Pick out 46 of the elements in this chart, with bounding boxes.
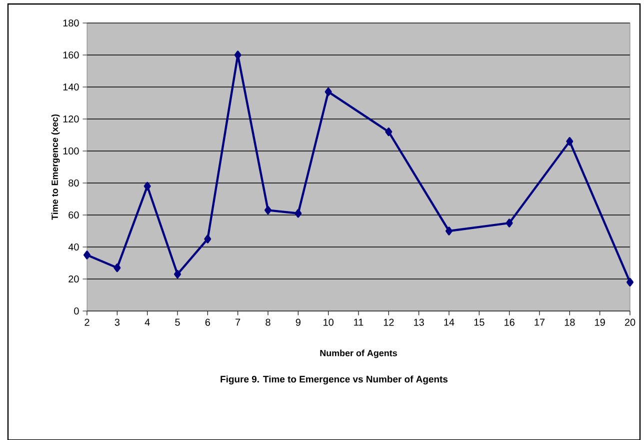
y-tick-label: 160 <box>63 51 79 59</box>
y-tick-label: 100 <box>63 147 79 155</box>
y-tick-label: 120 <box>63 115 79 123</box>
x-tick-label: 12 <box>384 318 394 326</box>
point <box>144 182 151 190</box>
point <box>204 234 212 244</box>
x-tick-label: 20 <box>624 318 636 326</box>
x-tick-label: 3 <box>114 318 120 326</box>
x-tick-label: 14 <box>444 318 454 326</box>
x-tick-label: 11 <box>354 318 364 326</box>
x-tick-label: 17 <box>534 318 545 326</box>
y-tick-label: 180 <box>63 19 79 27</box>
point <box>626 278 634 286</box>
point <box>174 270 181 278</box>
point <box>114 264 121 272</box>
point <box>234 50 242 60</box>
point <box>566 137 574 146</box>
y-tick-label: 0 <box>74 307 79 315</box>
point <box>506 218 513 228</box>
point <box>446 226 452 236</box>
y-tick-label: 40 <box>68 243 79 251</box>
y-tick-label: 20 <box>68 275 79 283</box>
x-tick-label: 9 <box>296 318 300 326</box>
x-tick-label: 5 <box>175 318 180 326</box>
caption: Figure 9. Time to Emergence vs Number of Agents <box>220 376 448 384</box>
point <box>264 206 272 214</box>
x-axis-title: Number of Agents <box>320 350 397 358</box>
point <box>324 88 332 96</box>
x-tick-label: 7 <box>236 318 240 326</box>
x-tick-label: 6 <box>205 318 210 326</box>
y-tick-label: 140 <box>63 83 79 91</box>
x-tick-label: 4 <box>144 318 150 326</box>
point <box>294 209 302 218</box>
point <box>385 128 392 136</box>
y-tick-label: 60 <box>68 211 79 219</box>
y-tick-label: 80 <box>68 179 79 187</box>
x-tick-label: 16 <box>504 318 514 326</box>
y-axis-title: Time to Emergence (xec) <box>51 114 60 220</box>
x-tick-label: 2 <box>84 318 90 326</box>
x-tick-label: 18 <box>564 318 575 326</box>
x-tick-label: 13 <box>414 318 424 326</box>
x-tick-label: 8 <box>266 318 270 326</box>
x-tick-label: 15 <box>474 318 484 326</box>
x-tick-label: 10 <box>324 318 334 326</box>
point <box>84 250 90 260</box>
x-tick-label: 19 <box>595 318 605 326</box>
